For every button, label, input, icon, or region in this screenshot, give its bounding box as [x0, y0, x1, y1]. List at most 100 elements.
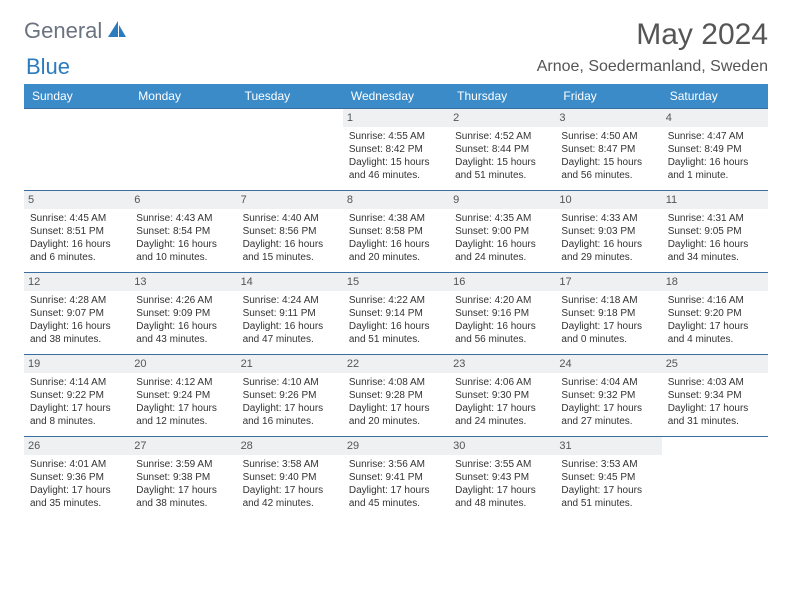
daylight-text: and 51 minutes.: [349, 333, 443, 346]
sunrise-text: Sunrise: 4:55 AM: [349, 130, 443, 143]
sunrise-text: Sunrise: 4:38 AM: [349, 212, 443, 225]
sunset-text: Sunset: 9:11 PM: [243, 307, 337, 320]
sunset-text: Sunset: 9:18 PM: [561, 307, 655, 320]
day-number: 27: [130, 437, 236, 455]
sunrise-text: Sunrise: 4:52 AM: [455, 130, 549, 143]
sunrise-text: Sunrise: 4:20 AM: [455, 294, 549, 307]
daylight-text: Daylight: 16 hours: [136, 320, 230, 333]
daylight-text: and 16 minutes.: [243, 415, 337, 428]
day-number: 11: [662, 191, 768, 209]
calendar-row: 26Sunrise: 4:01 AMSunset: 9:36 PMDayligh…: [24, 437, 768, 519]
day-number: 8: [343, 191, 449, 209]
day-number: 15: [343, 273, 449, 291]
sunset-text: Sunset: 8:42 PM: [349, 143, 443, 156]
daylight-text: and 15 minutes.: [243, 251, 337, 264]
daylight-text: Daylight: 16 hours: [243, 238, 337, 251]
daylight-text: and 47 minutes.: [243, 333, 337, 346]
daylight-text: Daylight: 16 hours: [30, 320, 124, 333]
sunrise-text: Sunrise: 4:50 AM: [561, 130, 655, 143]
sunset-text: Sunset: 9:24 PM: [136, 389, 230, 402]
day-number: 7: [237, 191, 343, 209]
calendar-cell: 29Sunrise: 3:56 AMSunset: 9:41 PMDayligh…: [343, 437, 449, 519]
day-number: 19: [24, 355, 130, 373]
day-number: 16: [449, 273, 555, 291]
daylight-text: Daylight: 17 hours: [243, 484, 337, 497]
calendar-cell: 11 Sunrise: 4:31 AMSunset: 9:05 PMDayligh…: [662, 191, 768, 273]
sunset-text: Sunset: 9:26 PM: [243, 389, 337, 402]
sunrise-text: Sunrise: 4:24 AM: [243, 294, 337, 307]
weekday-header: Monday: [130, 84, 236, 109]
daylight-text: and 29 minutes.: [561, 251, 655, 264]
calendar-row: 1Sunrise: 4:55 AMSunset: 8:42 PMDaylight…: [24, 109, 768, 191]
sunset-text: Sunset: 9:05 PM: [668, 225, 762, 238]
sunset-text: Sunset: 9:34 PM: [668, 389, 762, 402]
daylight-text: Daylight: 17 hours: [561, 402, 655, 415]
weekday-header: Sunday: [24, 84, 130, 109]
calendar-cell: 9Sunrise: 4:35 AMSunset: 9:00 PMDaylight…: [449, 191, 555, 273]
daylight-text: Daylight: 17 hours: [561, 484, 655, 497]
calendar-cell: 18 Sunrise: 4:16 AMSunset: 9:20 PMDayligh…: [662, 273, 768, 355]
daylight-text: and 0 minutes.: [561, 333, 655, 346]
calendar-cell: 21Sunrise: 4:10 AMSunset: 9:26 PMDayligh…: [237, 355, 343, 437]
sunset-text: Sunset: 9:43 PM: [455, 471, 549, 484]
day-number: 18: [662, 273, 768, 291]
daylight-text: Daylight: 17 hours: [668, 320, 762, 333]
sunset-text: Sunset: 9:20 PM: [668, 307, 762, 320]
sunrise-text: Sunrise: 4:26 AM: [136, 294, 230, 307]
calendar-cell: 12Sunrise: 4:28 AMSunset: 9:07 PMDayligh…: [24, 273, 130, 355]
daylight-text: Daylight: 16 hours: [243, 320, 337, 333]
day-number: 6: [130, 191, 236, 209]
sunset-text: Sunset: 9:14 PM: [349, 307, 443, 320]
daylight-text: and 24 minutes.: [455, 251, 549, 264]
sunrise-text: Sunrise: 4:40 AM: [243, 212, 337, 225]
sunrise-text: Sunrise: 4:28 AM: [30, 294, 124, 307]
daylight-text: Daylight: 17 hours: [561, 320, 655, 333]
daylight-text: and 51 minutes.: [561, 497, 655, 510]
day-number: 3: [555, 109, 661, 127]
daylight-text: Daylight: 17 hours: [455, 484, 549, 497]
day-number: 12: [24, 273, 130, 291]
sunset-text: Sunset: 8:44 PM: [455, 143, 549, 156]
day-number: 23: [449, 355, 555, 373]
sunrise-text: Sunrise: 4:22 AM: [349, 294, 443, 307]
daylight-text: and 35 minutes.: [30, 497, 124, 510]
daylight-text: Daylight: 17 hours: [349, 402, 443, 415]
daylight-text: and 45 minutes.: [349, 497, 443, 510]
calendar-cell: 24Sunrise: 4:04 AMSunset: 9:32 PMDayligh…: [555, 355, 661, 437]
daylight-text: and 24 minutes.: [455, 415, 549, 428]
day-number: 22: [343, 355, 449, 373]
day-number: 30: [449, 437, 555, 455]
daylight-text: Daylight: 16 hours: [561, 238, 655, 251]
sunrise-text: Sunrise: 3:59 AM: [136, 458, 230, 471]
calendar-cell: 25 Sunrise: 4:03 AMSunset: 9:34 PMDayligh…: [662, 355, 768, 437]
sunrise-text: Sunrise: 4:08 AM: [349, 376, 443, 389]
calendar-cell: 20Sunrise: 4:12 AMSunset: 9:24 PMDayligh…: [130, 355, 236, 437]
daylight-text: and 6 minutes.: [30, 251, 124, 264]
daylight-text: Daylight: 16 hours: [668, 238, 762, 251]
sunrise-text: Sunrise: 4:16 AM: [668, 294, 762, 307]
day-number: 25: [662, 355, 768, 373]
weekday-header-row: SundayMondayTuesdayWednesdayThursdayFrid…: [24, 84, 768, 109]
calendar-cell: 31Sunrise: 3:53 AMSunset: 9:45 PMDayligh…: [555, 437, 661, 519]
sunrise-text: Sunrise: 4:03 AM: [668, 376, 762, 389]
daylight-text: Daylight: 16 hours: [349, 238, 443, 251]
calendar-cell: [24, 109, 130, 191]
sunrise-text: Sunrise: 4:31 AM: [668, 212, 762, 225]
day-number: 20: [130, 355, 236, 373]
day-number: 29: [343, 437, 449, 455]
sunrise-text: Sunrise: 4:04 AM: [561, 376, 655, 389]
calendar-row: 5Sunrise: 4:45 AMSunset: 8:51 PMDaylight…: [24, 191, 768, 273]
calendar-cell: 7 Sunrise: 4:40 AMSunset: 8:56 PMDaylight…: [237, 191, 343, 273]
daylight-text: Daylight: 16 hours: [668, 156, 762, 169]
sunrise-text: Sunrise: 4:10 AM: [243, 376, 337, 389]
sunset-text: Sunset: 9:36 PM: [30, 471, 124, 484]
sunset-text: Sunset: 9:16 PM: [455, 307, 549, 320]
sunset-text: Sunset: 9:30 PM: [455, 389, 549, 402]
sunrise-text: Sunrise: 4:45 AM: [30, 212, 124, 225]
daylight-text: Daylight: 17 hours: [136, 402, 230, 415]
daylight-text: Daylight: 17 hours: [668, 402, 762, 415]
day-number: 26: [24, 437, 130, 455]
daylight-text: and 8 minutes.: [30, 415, 124, 428]
logo-text-blue: Blue: [26, 54, 70, 80]
sunset-text: Sunset: 8:56 PM: [243, 225, 337, 238]
